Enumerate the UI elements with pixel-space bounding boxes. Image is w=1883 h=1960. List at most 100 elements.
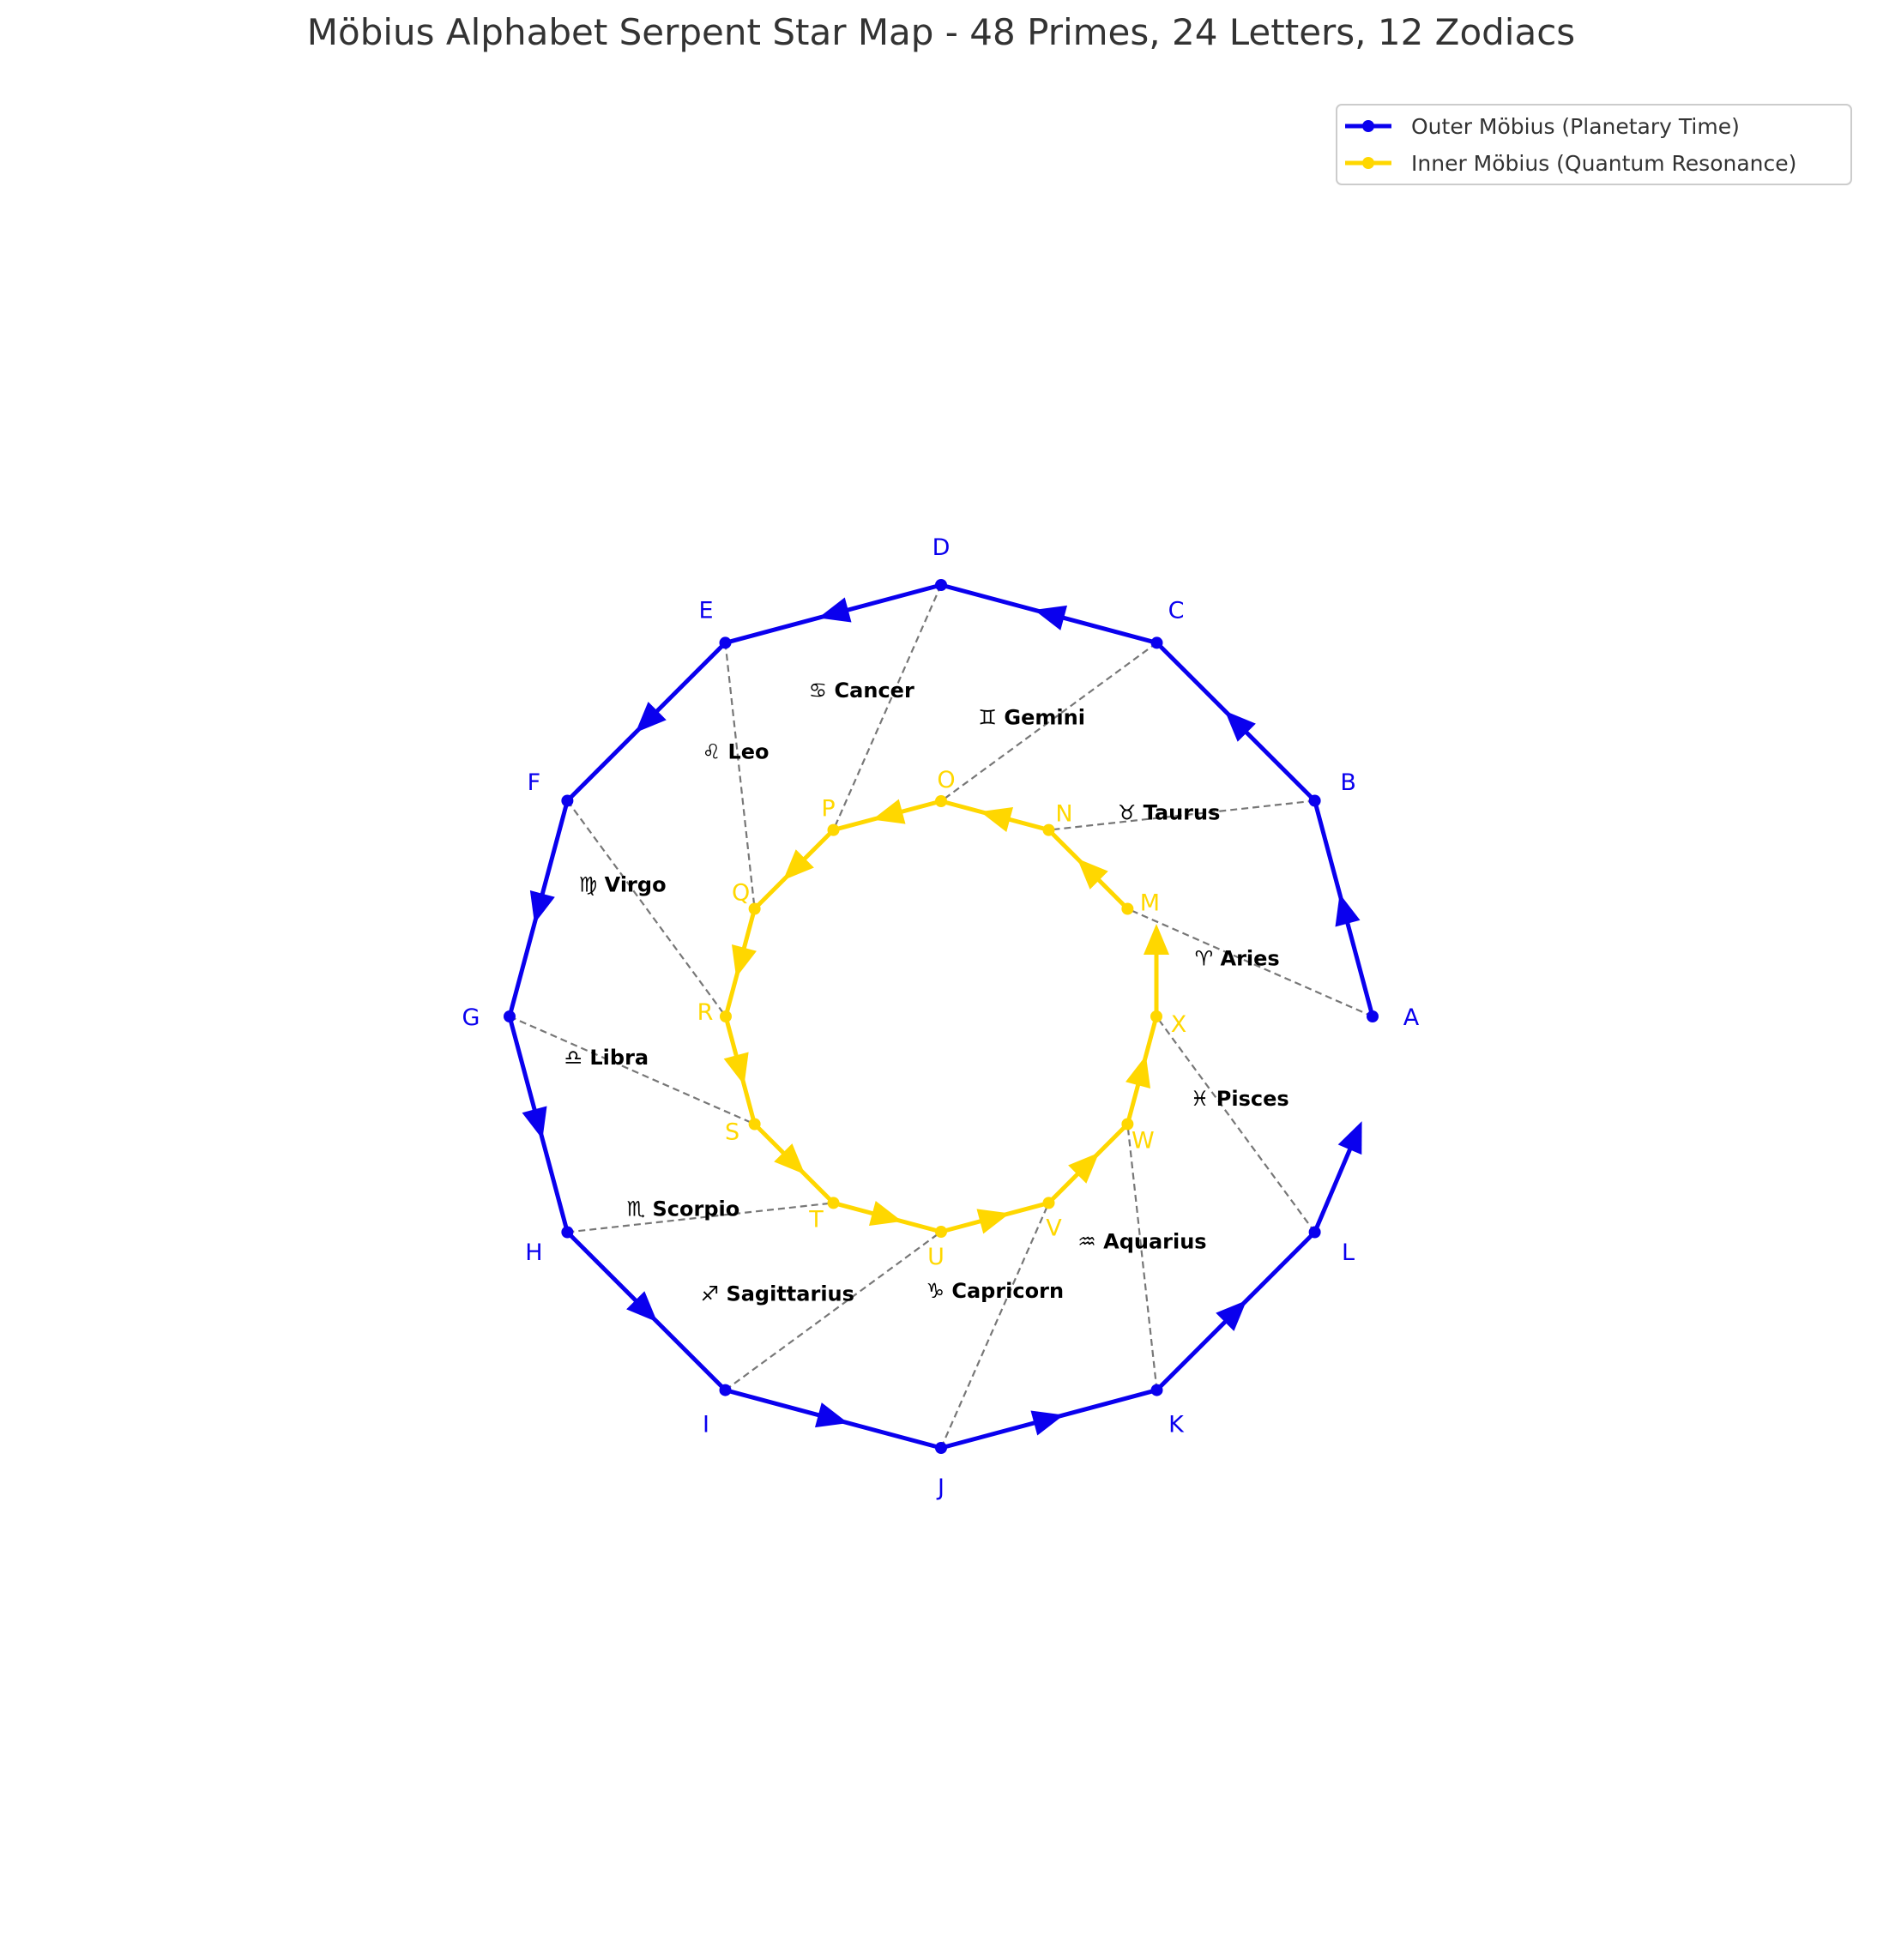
outer-arrow-1 xyxy=(1224,710,1256,742)
inner-letter-label: V xyxy=(1046,1215,1062,1241)
outer-letter-label: L xyxy=(1342,1239,1355,1266)
inner-letter-label: U xyxy=(927,1244,945,1270)
outer-mobius-path xyxy=(504,579,1379,1454)
outer-letter-label: E xyxy=(698,597,713,624)
inner-letter-label: S xyxy=(725,1119,739,1146)
connector-f-r xyxy=(566,799,727,1017)
outer-letter-label: I xyxy=(703,1412,709,1438)
outer-letter-label: F xyxy=(528,769,541,796)
inner-letter-label: R xyxy=(697,999,714,1026)
inner-arrow-2 xyxy=(872,799,906,824)
outer-arrow-3 xyxy=(818,597,852,623)
inner-arrow-7 xyxy=(868,1201,902,1227)
outer-letter-label: B xyxy=(1340,769,1356,796)
legend-marker-inner xyxy=(1362,157,1374,169)
zodiac-label: ♈ Aries xyxy=(1195,946,1280,970)
zodiac-label: ♓ Pisces xyxy=(1191,1087,1289,1111)
inner-letter-label: Q xyxy=(732,880,750,907)
outer-letter-labels: A B C D E F G H I J K L xyxy=(462,534,1420,1501)
outer-arrow-4 xyxy=(635,702,667,733)
inner-arrow-5 xyxy=(723,1052,749,1086)
zodiac-label: ♒ Aquarius xyxy=(1077,1230,1206,1254)
inner-letter-labels: M N O P Q R S T U V W X xyxy=(697,767,1187,1270)
outer-node-d xyxy=(935,579,947,591)
outer-arrow-9 xyxy=(1030,1410,1065,1436)
diagram-title: Möbius Alphabet Serpent Star Map - 48 Pr… xyxy=(307,11,1575,53)
legend-item-inner: Inner Möbius (Quantum Resonance) xyxy=(1345,151,1796,176)
zodiac-label: ♑ Capricorn xyxy=(926,1279,1064,1303)
outer-arrow-7 xyxy=(626,1291,658,1323)
inner-node-u xyxy=(935,1226,947,1238)
inner-letter-label: T xyxy=(808,1206,824,1233)
inner-node-r xyxy=(720,1010,732,1022)
inner-letter-label: P xyxy=(821,796,835,823)
outer-letter-label: D xyxy=(932,534,951,561)
outer-arrow-5 xyxy=(529,890,555,924)
outer-tail xyxy=(1313,1134,1358,1233)
inner-node-t xyxy=(827,1197,840,1209)
outer-node-k xyxy=(1150,1384,1163,1396)
outer-node-f xyxy=(561,794,574,807)
zodiac-label: ♋ Cancer xyxy=(809,678,914,703)
zodiac-label: ♌ Leo xyxy=(703,739,769,763)
legend-label-inner: Inner Möbius (Quantum Resonance) xyxy=(1411,151,1796,176)
inner-letter-label: N xyxy=(1055,801,1072,828)
legend-item-outer: Outer Möbius (Planetary Time) xyxy=(1345,114,1740,139)
inner-node-v xyxy=(1042,1197,1055,1209)
outer-arrow-10 xyxy=(1216,1300,1247,1331)
outer-letter-label: H xyxy=(525,1239,542,1266)
legend: Outer Möbius (Planetary Time) Inner Möbi… xyxy=(1336,104,1852,185)
zodiac-connectors xyxy=(509,584,1373,1449)
zodiac-labels: ♈ Aries ♉ Taurus ♊ Gemini ♋ Cancer ♌ Leo ♍ Vi… xyxy=(564,678,1289,1306)
inner-node-q xyxy=(748,902,761,915)
inner-mobius-path xyxy=(720,795,1169,1238)
connector-k-w xyxy=(1126,1124,1158,1390)
inner-letter-label: M xyxy=(1140,890,1160,917)
inner-arrow-9 xyxy=(1068,1152,1100,1184)
inner-node-p xyxy=(827,823,840,836)
inner-node-m xyxy=(1121,902,1134,915)
outer-arrow-8 xyxy=(814,1402,848,1428)
inner-arrow-6 xyxy=(774,1143,806,1175)
outer-node-c xyxy=(1150,636,1163,649)
inner-arrow-1 xyxy=(980,806,1014,832)
zodiac-label: ♏ Scorpio xyxy=(627,1197,740,1221)
legend-box xyxy=(1336,104,1852,185)
inner-arrow-tail xyxy=(1144,924,1169,955)
outer-node-a xyxy=(1367,1010,1379,1022)
outer-arrow-0 xyxy=(1335,893,1361,927)
zodiac-label: ♉ Taurus xyxy=(1118,801,1221,825)
legend-label-outer: Outer Möbius (Planetary Time) xyxy=(1411,114,1740,139)
outer-node-b xyxy=(1308,794,1321,807)
zodiac-label: ♐ Sagittarius xyxy=(701,1282,854,1306)
outer-arrow-tail xyxy=(1337,1121,1362,1155)
outer-node-i xyxy=(719,1384,732,1396)
zodiac-label: ♊ Gemini xyxy=(979,706,1085,730)
inner-arrow-0 xyxy=(1077,858,1108,890)
outer-node-l xyxy=(1308,1226,1321,1239)
legend-marker-outer xyxy=(1362,120,1374,132)
connector-e-q xyxy=(724,642,756,909)
inner-arrow-8 xyxy=(976,1209,1011,1234)
inner-arrow-10 xyxy=(1126,1055,1151,1089)
inner-node-s xyxy=(748,1118,761,1131)
outer-letter-label: G xyxy=(462,1004,480,1031)
inner-letter-label: X xyxy=(1171,1011,1187,1038)
inner-arrow-4 xyxy=(731,944,757,978)
inner-arrow-3 xyxy=(782,849,814,881)
inner-node-x xyxy=(1150,1010,1162,1022)
outer-node-e xyxy=(719,636,732,649)
outer-node-j xyxy=(935,1442,947,1454)
outer-node-h xyxy=(561,1226,574,1239)
inner-letter-label: O xyxy=(937,767,955,793)
outer-letter-label: J xyxy=(936,1475,945,1501)
outer-letter-label: A xyxy=(1403,1004,1420,1031)
outer-arrow-6 xyxy=(522,1106,547,1140)
outer-letter-label: C xyxy=(1168,597,1185,624)
connector-l-x xyxy=(1156,1016,1316,1233)
zodiac-label: ♍ Virgo xyxy=(579,872,667,896)
connector-i-u xyxy=(724,1231,942,1391)
outer-arrow-2 xyxy=(1034,605,1068,630)
outer-node-g xyxy=(504,1010,516,1022)
